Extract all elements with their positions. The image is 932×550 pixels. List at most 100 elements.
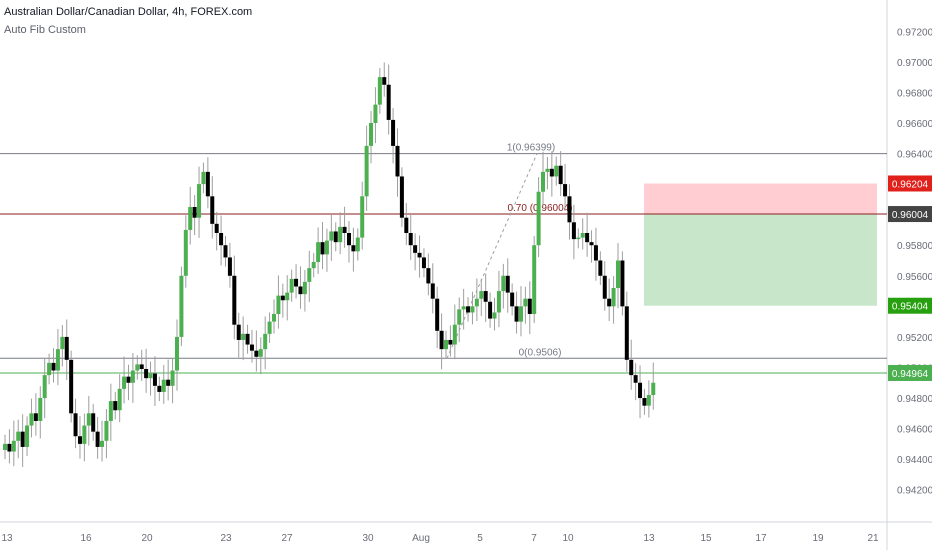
- candle-body: [651, 382, 656, 395]
- candle-body: [86, 413, 91, 426]
- candle-body: [386, 84, 391, 120]
- candle-body: [77, 436, 82, 444]
- candle-body: [391, 119, 396, 146]
- candle-body: [16, 431, 21, 441]
- price-tick-label: 0.96400: [897, 150, 932, 161]
- price-tag-label: 0.95404: [892, 302, 929, 313]
- candle-body: [316, 242, 321, 263]
- stop-loss-zone[interactable]: [644, 183, 877, 215]
- time-tick-label: 17: [755, 533, 767, 544]
- candle-body: [117, 388, 122, 411]
- candle-body: [629, 359, 634, 376]
- price-tick-label: 0.94400: [897, 455, 932, 466]
- candle-body: [227, 257, 232, 276]
- candle-body: [113, 401, 118, 411]
- price-tag: [888, 297, 932, 314]
- candle-body: [280, 295, 285, 301]
- candle-body: [474, 298, 479, 307]
- candle-body: [615, 260, 620, 289]
- candle-body: [620, 260, 625, 307]
- candle-body: [466, 306, 471, 313]
- candle-body: [73, 413, 78, 437]
- candle-body: [470, 306, 475, 313]
- candle-body: [510, 292, 515, 307]
- candle-body: [95, 431, 100, 447]
- candle-body: [91, 413, 96, 432]
- price-tick-label: 0.94200: [897, 486, 932, 497]
- candle-body: [567, 196, 572, 223]
- candle-body: [157, 385, 162, 392]
- candle-body: [245, 333, 250, 345]
- candle-body: [549, 168, 554, 177]
- candle-body: [527, 298, 532, 314]
- candle-body: [174, 336, 179, 371]
- price-tag-label: 0.96004: [892, 210, 929, 221]
- candle-body: [25, 425, 30, 447]
- candle-body: [435, 298, 440, 331]
- fib-trend-line[interactable]: [446, 153, 538, 359]
- candle-body: [192, 207, 197, 218]
- candle-body: [170, 370, 175, 386]
- candle-body: [514, 306, 519, 322]
- candle-body: [139, 364, 144, 369]
- candle-body: [183, 229, 188, 276]
- study-label[interactable]: Auto Fib Custom: [4, 24, 86, 36]
- candle-body: [329, 231, 334, 241]
- candle-body: [311, 262, 316, 269]
- time-tick-label: 20: [141, 533, 153, 544]
- candle-body: [571, 222, 576, 240]
- candle-body: [241, 333, 246, 340]
- take-profit-zone[interactable]: [644, 214, 877, 306]
- time-tick-label: 5: [477, 533, 483, 544]
- price-tick-label: 0.97000: [897, 58, 932, 69]
- candle-body: [585, 232, 590, 243]
- candle-body: [272, 313, 277, 322]
- candle-body: [382, 77, 387, 85]
- candle-body: [179, 275, 184, 337]
- candle-body: [29, 413, 34, 426]
- candle-body: [11, 440, 16, 452]
- candle-body: [320, 242, 325, 255]
- candle-body: [285, 292, 290, 301]
- candle-body: [104, 420, 109, 441]
- price-tag-label: 0.94964: [892, 369, 929, 380]
- candle-body: [461, 306, 466, 310]
- candle-body: [413, 245, 418, 253]
- candle-body: [108, 401, 113, 421]
- candle-body: [324, 240, 329, 255]
- price-tick-label: 0.96800: [897, 88, 932, 99]
- candle-body: [369, 122, 374, 146]
- candle-body: [457, 309, 462, 325]
- candle-body: [355, 237, 360, 252]
- candle-body: [166, 379, 171, 386]
- candle-body: [201, 171, 206, 185]
- candle-body: [426, 268, 431, 284]
- candle-body: [20, 431, 25, 447]
- candle-body: [395, 145, 400, 177]
- candle-body: [294, 278, 299, 287]
- candle-body: [373, 104, 378, 123]
- candle-body: [236, 324, 241, 340]
- candle-body: [333, 231, 338, 243]
- candle-body: [258, 349, 263, 357]
- candle-body: [364, 145, 369, 197]
- price-tick-label: 0.94600: [897, 425, 932, 436]
- time-tick-label: 15: [700, 533, 712, 544]
- time-tick-label: Aug: [412, 533, 430, 544]
- candle-body: [249, 344, 254, 351]
- candle-body: [307, 268, 312, 282]
- candle-body: [55, 349, 60, 371]
- candle-body: [60, 336, 65, 350]
- candle-body: [439, 330, 444, 350]
- candle-body: [126, 376, 131, 383]
- candle-body: [276, 295, 281, 314]
- candle-body: [593, 245, 598, 261]
- candle-body: [532, 245, 537, 314]
- price-tick-label: 0.94800: [897, 394, 932, 405]
- symbol-title[interactable]: Australian Dollar/Canadian Dollar, 4h, F…: [4, 6, 253, 18]
- candle-body: [646, 394, 651, 406]
- candle-body: [214, 223, 219, 233]
- candle-body: [82, 425, 87, 444]
- candle-body: [399, 176, 404, 218]
